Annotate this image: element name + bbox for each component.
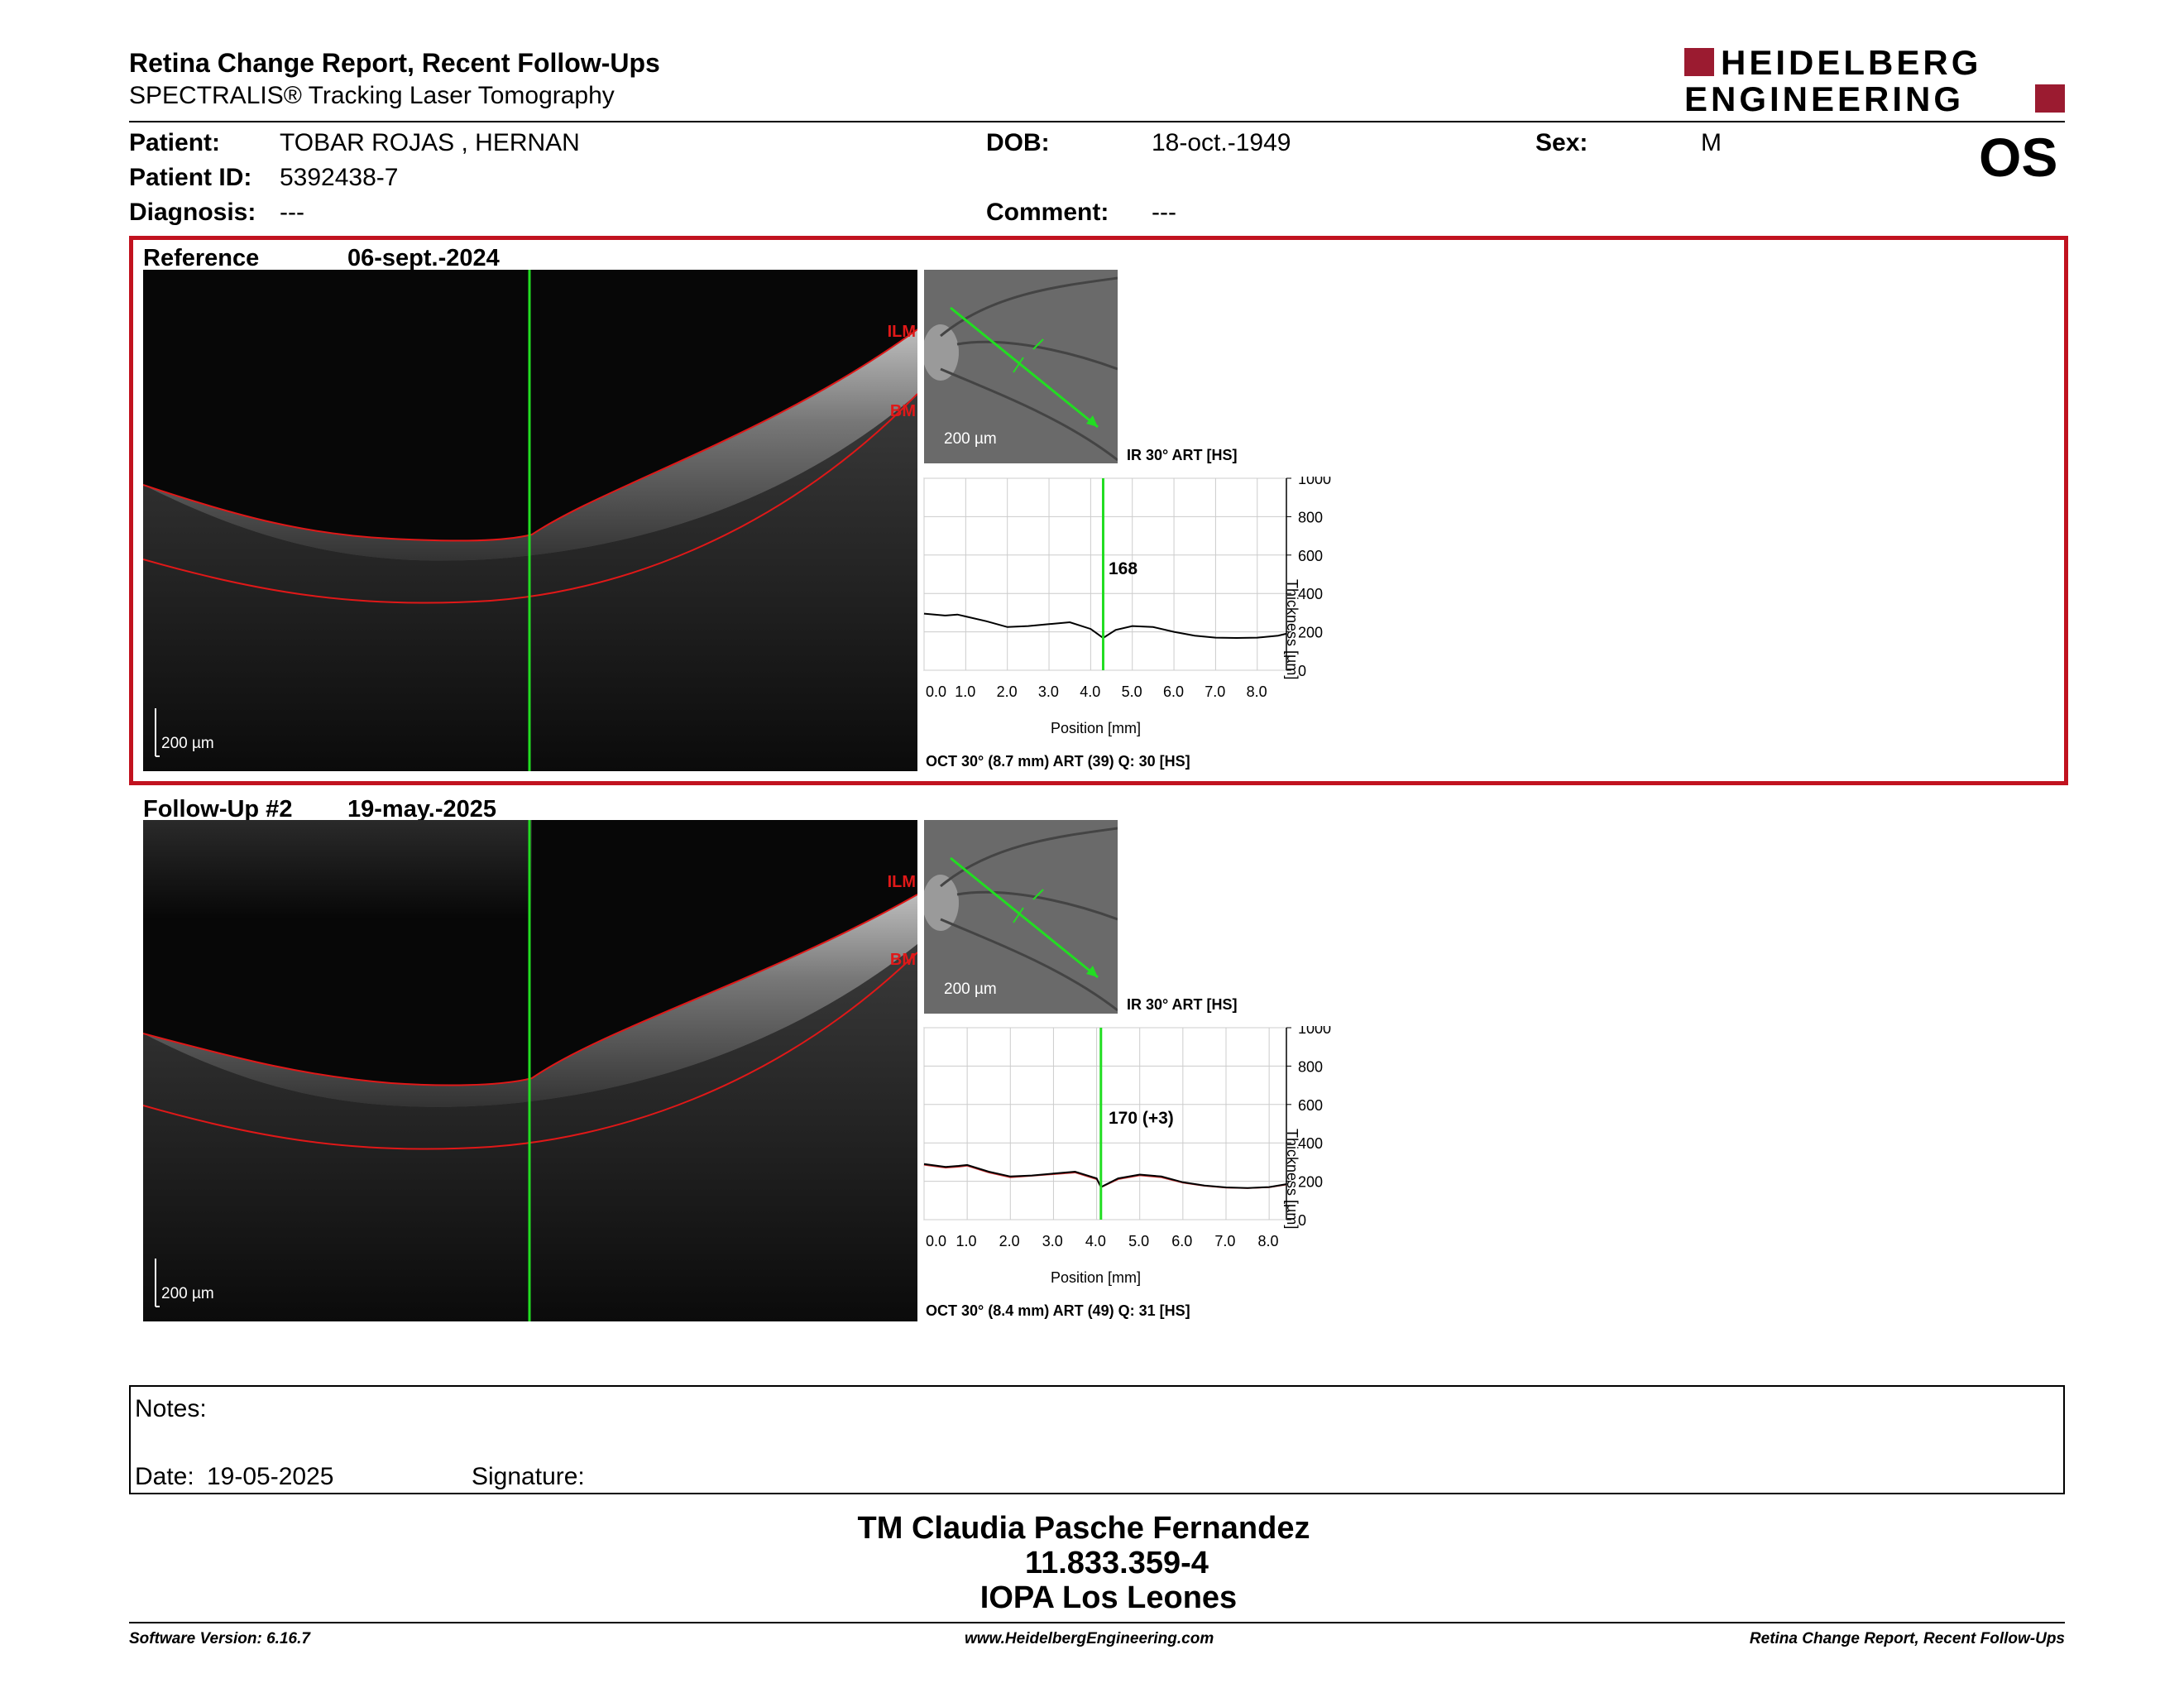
slo-caption: IR 30° ART [HS]: [1127, 447, 1238, 463]
software-version: Software Version: 6.16.7: [129, 1630, 310, 1647]
x-tick-label: 1.0: [955, 683, 975, 700]
oct-caption: OCT 30° (8.4 mm) ART (49) Q: 31 [HS]: [926, 1302, 1190, 1319]
series-line: [923, 1163, 1287, 1189]
slo-scale-label: 200 µm: [944, 981, 997, 998]
x-tick-label: 8.0: [1247, 683, 1267, 700]
y-tick-label: 200: [1298, 1174, 1323, 1191]
eye-label: OS: [1979, 127, 2058, 188]
signer-name: TM Claudia Pasche Fernandez: [857, 1511, 1310, 1546]
signer-institution: IOPA Los Leones: [979, 1580, 1238, 1615]
logo-line2: ENGINEERING: [1684, 79, 1965, 118]
patient-name: TOBAR ROJAS , HERNAN: [280, 129, 580, 156]
x-tick-label: 5.0: [1122, 683, 1142, 700]
x-tick-label: 4.0: [1080, 683, 1100, 700]
header-rule: [129, 121, 2065, 122]
footer-rule: [129, 1622, 2065, 1623]
y-axis-label: Thickness [µm]: [1284, 579, 1300, 680]
x-tick-label: 1.0: [956, 1233, 977, 1249]
slo-fundus-image: 200 µm: [924, 270, 1118, 463]
x-tick-label: 6.0: [1163, 683, 1184, 700]
slo-scale-label: 200 µm: [944, 430, 997, 448]
oct-scale-label: 200 µm: [161, 1285, 214, 1302]
diagnosis-label: Diagnosis:: [129, 199, 256, 226]
patient-name-label: Patient:: [129, 129, 221, 156]
diagnosis-value: ---: [280, 199, 304, 226]
x-tick-label: 6.0: [1171, 1233, 1192, 1249]
exam-label: Reference: [143, 245, 260, 271]
x-axis-label: Position [mm]: [1051, 720, 1142, 736]
date-value: 19-05-2025: [207, 1463, 334, 1490]
y-tick-label: 200: [1298, 625, 1323, 641]
x-tick-label: 3.0: [1042, 1233, 1063, 1249]
heidelberg-logo: HEIDELBERG ENGINEERING: [1684, 43, 2065, 118]
y-tick-label: 600: [1298, 548, 1323, 564]
comment-label: Comment:: [986, 199, 1109, 226]
plot-area: [923, 477, 1287, 671]
logo-line1: HEIDELBERG: [1721, 43, 1982, 82]
patient-id-label: Patient ID:: [129, 164, 252, 191]
dob-label: DOB:: [986, 129, 1050, 156]
slo-fundus-image: 200 µm: [924, 820, 1118, 1014]
sex-label: Sex:: [1535, 129, 1588, 156]
thickness-value-label: 170 (+3): [1109, 1109, 1174, 1128]
x-tick-label: 3.0: [1038, 683, 1059, 700]
y-tick-label: 0: [1298, 1212, 1306, 1229]
y-tick-label: 0: [1298, 663, 1306, 679]
x-tick-label: 0.0: [926, 1233, 946, 1249]
thickness-chart: 0 200 400 600 800 1000 0.0 1.0 2.0 3.0 4.0 5.0 6.0 7.…: [922, 1020, 1353, 1291]
exam-date: 19-may.-2025: [347, 796, 497, 822]
date-label: Date:: [135, 1463, 194, 1490]
x-tick-label: 0.0: [926, 683, 946, 700]
oct-bscan-image: ILM BM 200 µm: [143, 820, 917, 1321]
notes-label: Notes:: [135, 1395, 207, 1422]
x-tick-label: 5.0: [1128, 1233, 1149, 1249]
x-tick-label: 2.0: [997, 683, 1018, 700]
exam-date: 06-sept.-2024: [347, 245, 500, 271]
ilm-label: ILM: [887, 323, 916, 341]
y-tick-label: 600: [1298, 1097, 1323, 1114]
y-tick-label: 1000: [1298, 1026, 1331, 1037]
slo-caption: IR 30° ART [HS]: [1127, 996, 1238, 1013]
reference-frame: [129, 236, 2068, 785]
comment-value: ---: [1152, 199, 1176, 226]
report-subtitle: SPECTRALIS® Tracking Laser Tomography: [129, 82, 615, 109]
x-tick-label: 8.0: [1258, 1233, 1279, 1249]
y-tick-label: 400: [1298, 586, 1323, 602]
oct-caption: OCT 30° (8.7 mm) ART (39) Q: 30 [HS]: [926, 753, 1190, 770]
oct-bscan-image: ILM BM 200 µm: [143, 270, 917, 771]
y-axis-label: Thickness [µm]: [1284, 1129, 1300, 1230]
x-tick-label: 4.0: [1085, 1233, 1106, 1249]
patient-id: 5392438-7: [280, 164, 399, 191]
thickness-plot-svg: 0 200 400 600 800 1000 0.0 1.0 2.0 3.0 4.0 5.0 6.0 7.…: [923, 471, 1331, 700]
dob-value: 18-oct.-1949: [1152, 129, 1291, 156]
x-tick-label: 7.0: [1205, 683, 1225, 700]
ilm-label: ILM: [887, 873, 916, 891]
report-title: Retina Change Report, Recent Follow-Ups: [129, 48, 660, 78]
signature-label: Signature:: [472, 1463, 585, 1490]
signer-id: 11.833.359-4: [1025, 1546, 1209, 1580]
notes-box: [129, 1385, 2065, 1494]
footer-url: www.HeidelbergEngineering.com: [965, 1630, 1214, 1647]
footer-report-name: Retina Change Report, Recent Follow-Ups: [1749, 1630, 2065, 1647]
x-tick-label: 7.0: [1214, 1233, 1235, 1249]
x-axis-label: Position [mm]: [1051, 1269, 1142, 1286]
sex-value: M: [1701, 129, 1722, 156]
exam-label: Follow-Up #2: [143, 796, 293, 822]
y-tick-label: 1000: [1298, 477, 1331, 487]
y-tick-label: 400: [1298, 1135, 1323, 1152]
thickness-value-label: 168: [1109, 559, 1138, 578]
y-tick-label: 800: [1298, 509, 1323, 525]
plot-area: [923, 1027, 1287, 1220]
x-tick-label: 2.0: [999, 1233, 1020, 1249]
bm-label: BM: [889, 951, 916, 969]
y-tick-label: 800: [1298, 1058, 1323, 1075]
thickness-chart: 0 200 400 600 800 1000 0.0 1.0 2.0 3.0 4.0 5.0 6.0 7.…: [922, 471, 1353, 741]
thickness-plot-svg: 0 200 400 600 800 1000 0.0 1.0 2.0 3.0 4.0 5.0 6.0 7.…: [923, 1020, 1331, 1249]
bm-label: BM: [889, 402, 916, 420]
oct-scale-label: 200 µm: [161, 735, 214, 752]
